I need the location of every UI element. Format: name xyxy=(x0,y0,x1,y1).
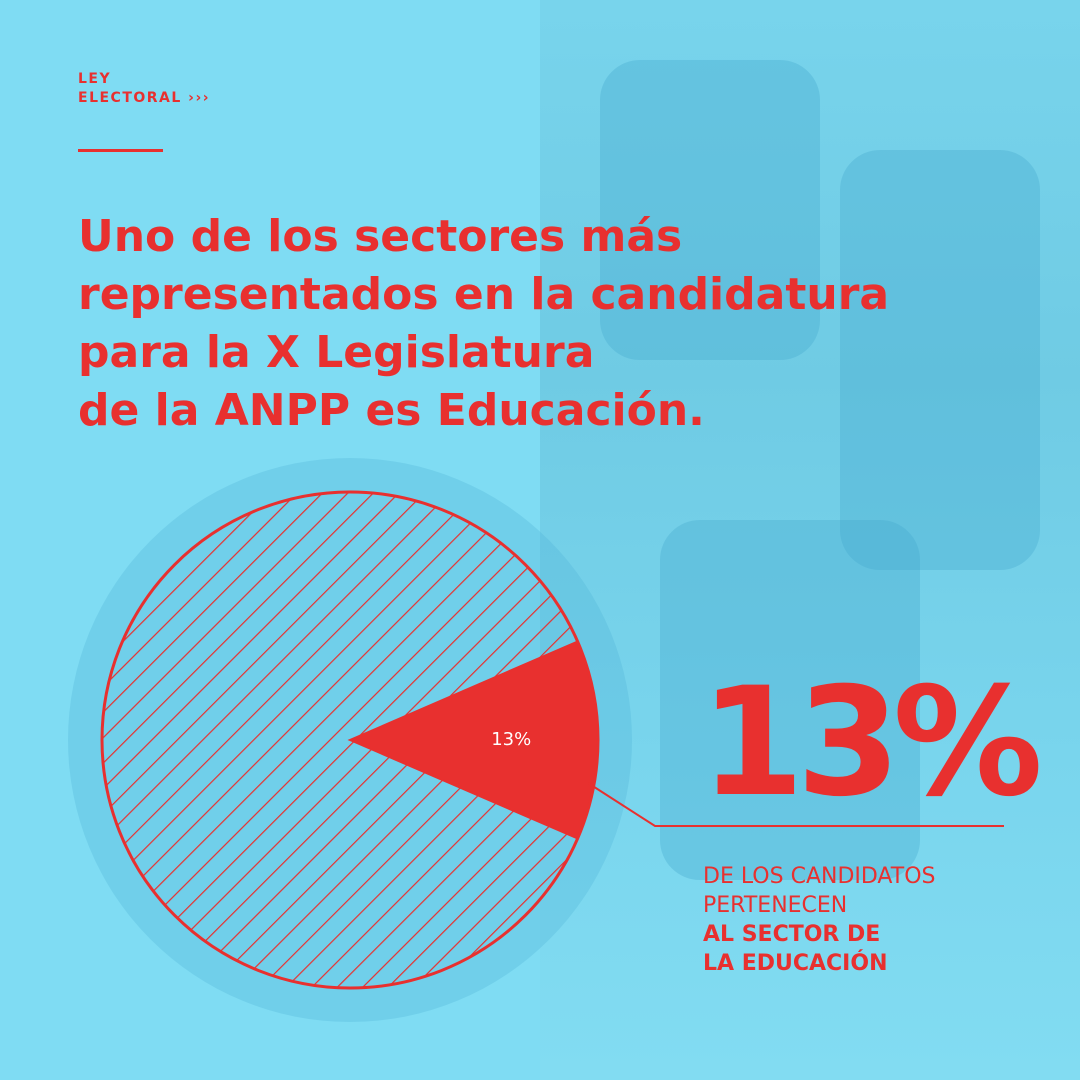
caption-line-2: PERTENECEN xyxy=(703,893,848,918)
section-tag-line-2: ELECTORAL ››› xyxy=(78,90,210,106)
headline-line-4-prefix: de la ANPP es xyxy=(78,385,437,436)
background-photo xyxy=(540,0,1080,1080)
caption-line-4: LA EDUCACIÓN xyxy=(703,951,888,976)
caption-line-1: DE LOS CANDIDATOS xyxy=(703,864,936,889)
section-divider xyxy=(78,149,163,152)
callout-leader-line xyxy=(587,782,1004,827)
section-tag-line-1: LEY xyxy=(78,71,112,87)
section-tag: LEY ELECTORAL ››› xyxy=(78,70,210,108)
pie-slice-highlighted xyxy=(350,641,598,839)
headline-line-1: Uno de los sectores más xyxy=(78,211,683,262)
big-percentage: 13% xyxy=(700,656,1043,830)
callout-caption: DE LOS CANDIDATOS PERTENECEN AL SECTOR D… xyxy=(703,862,936,978)
headline-line-4: de la ANPP es Educación. xyxy=(78,382,1038,440)
headline-line-2: representados en la candidatura xyxy=(78,269,890,320)
headline-emphasis: Educación. xyxy=(436,385,705,436)
headline-line-3: para la X Legislatura xyxy=(78,327,595,378)
slice-label: 13% xyxy=(491,729,531,750)
pie-outline xyxy=(100,490,600,990)
caption-line-3: AL SECTOR DE xyxy=(703,922,881,947)
headline: Uno de los sectores más representados en… xyxy=(78,208,1038,440)
